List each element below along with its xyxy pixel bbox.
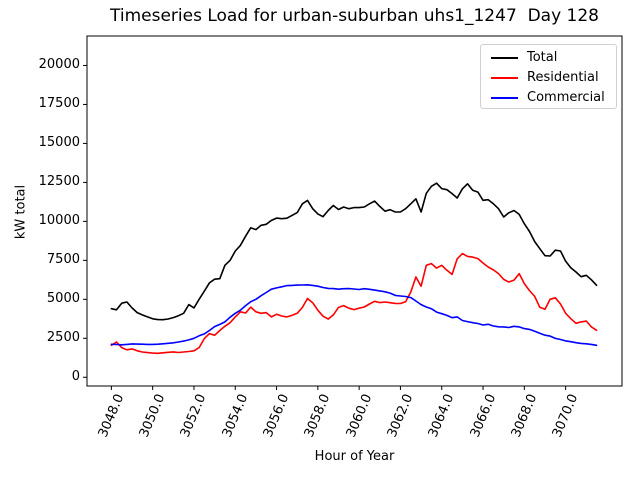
y-tick-label: 2500 [46, 330, 80, 346]
legend: Total Residential Commercial [480, 44, 617, 109]
x-axis-label: Hour of Year [314, 449, 395, 464]
legend-line-icon [491, 77, 518, 79]
y-tick-label: 17500 [38, 96, 80, 112]
axes-spines [86, 35, 623, 387]
y-tick-label: 0 [71, 369, 80, 385]
y-tick-label: 15000 [38, 135, 80, 151]
legend-entry-commercial: Commercial [491, 88, 616, 108]
chart-title: Timeseries Load for urban-suburban uhs1_… [110, 6, 599, 26]
legend-entry-total: Total [491, 48, 616, 68]
legend-line-icon [491, 57, 518, 59]
legend-label: Commercial [527, 90, 605, 105]
series-line-commercial [110, 283, 598, 347]
series-line-total [110, 182, 598, 321]
y-tick-label: 12500 [38, 174, 80, 190]
y-tick-label: 10000 [38, 213, 80, 229]
y-tick-label: 5000 [46, 291, 80, 307]
legend-label: Residential [527, 70, 599, 85]
legend-entry-residential: Residential [491, 68, 616, 88]
legend-line-icon [491, 97, 518, 99]
y-tick-label: 7500 [46, 252, 80, 268]
series-line-residential [110, 252, 598, 355]
y-tick-label: 20000 [38, 57, 80, 73]
legend-label: Total [527, 50, 558, 65]
